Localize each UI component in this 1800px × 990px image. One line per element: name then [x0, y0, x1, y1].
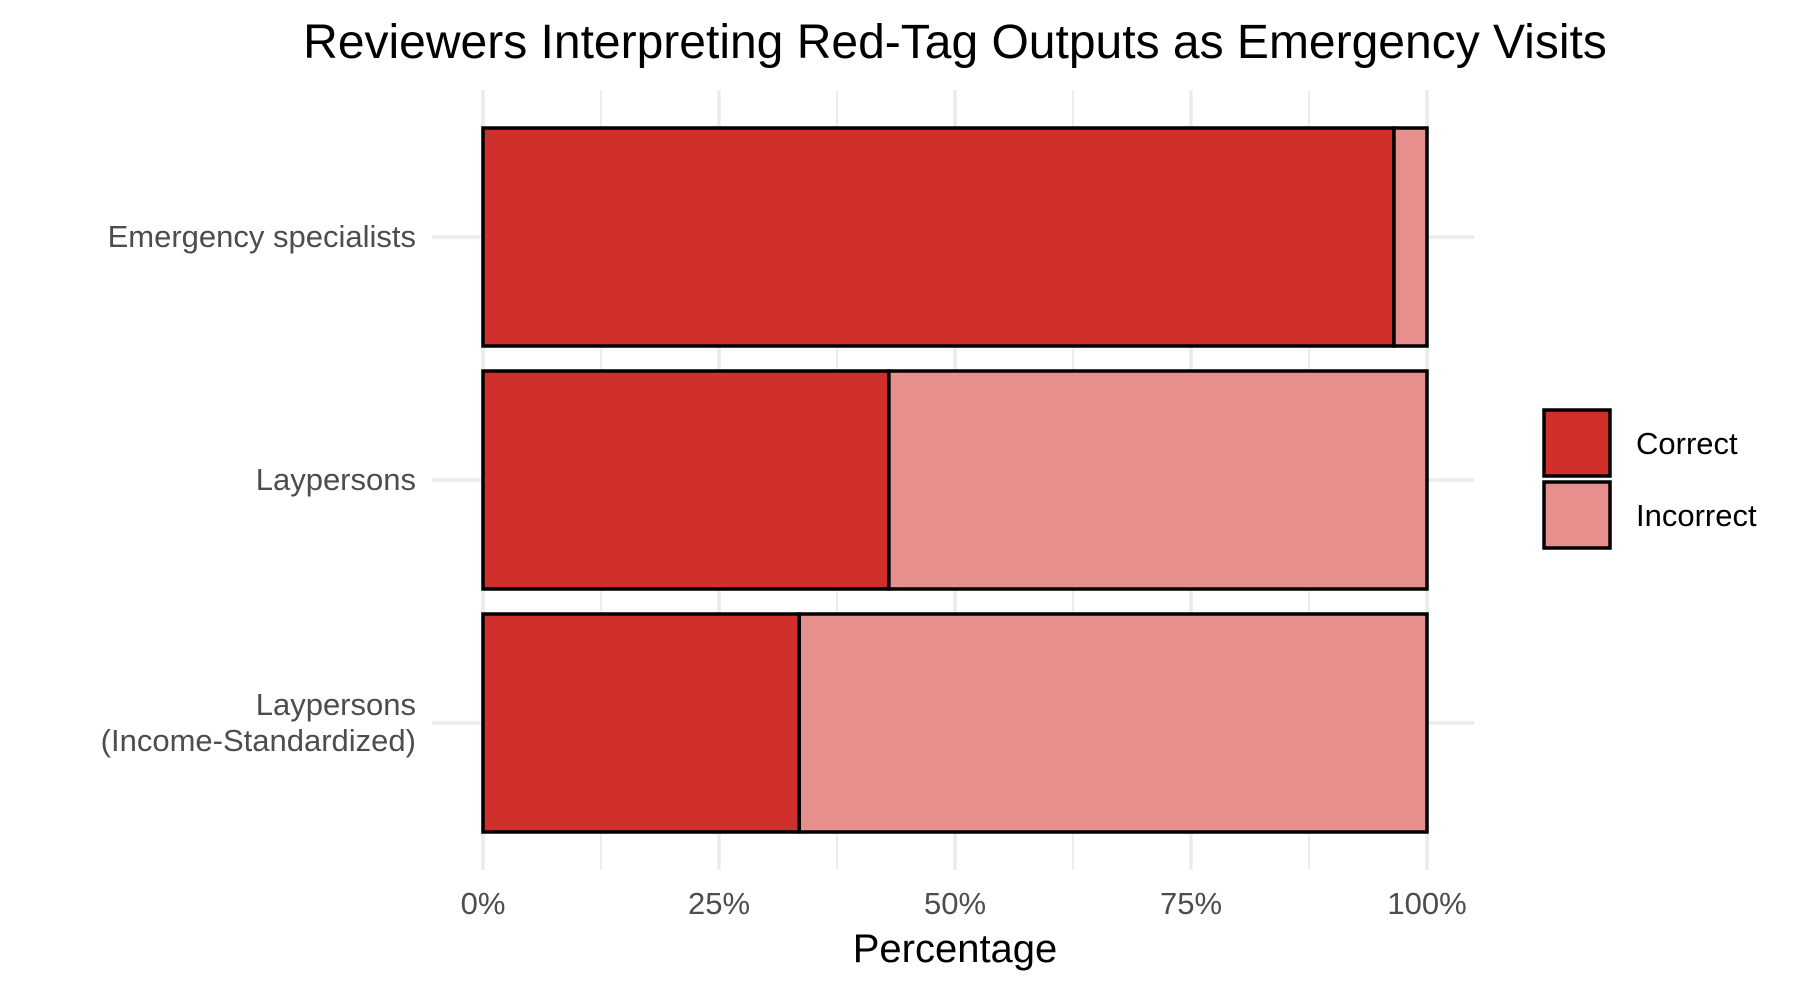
- bars: [481, 126, 1429, 834]
- category-label: Laypersons (Income-Standardized): [101, 687, 416, 758]
- bar-correct: [481, 612, 801, 834]
- legend-label: Incorrect: [1636, 498, 1757, 533]
- category-label: Emergency specialists: [108, 219, 416, 254]
- x-tick-label: 75%: [1160, 886, 1222, 921]
- x-axis-ticks: 0% 25% 50% 75% 100%: [461, 886, 1467, 921]
- legend-key: [1542, 408, 1612, 478]
- x-tick-label: 100%: [1387, 886, 1466, 921]
- category-label: Laypersons: [256, 462, 416, 497]
- category-label-line: Laypersons: [256, 462, 416, 497]
- bar-correct: [481, 126, 1396, 348]
- category-label-line: Emergency specialists: [108, 219, 416, 254]
- category-label-line: Laypersons: [256, 687, 416, 722]
- legend-label: Correct: [1636, 426, 1738, 461]
- bar-correct: [481, 369, 891, 591]
- bar-incorrect: [797, 612, 1429, 834]
- x-tick-label: 50%: [924, 886, 986, 921]
- bar-incorrect: [1392, 126, 1429, 348]
- category-labels: Emergency specialistsLaypersonsLayperson…: [101, 219, 416, 758]
- x-axis-title: Percentage: [853, 927, 1058, 971]
- x-tick-label: 25%: [688, 886, 750, 921]
- legend: Correct Incorrect: [1542, 408, 1757, 550]
- legend-key: [1542, 480, 1612, 550]
- x-tick-label: 0%: [461, 886, 506, 921]
- category-label-line: (Income-Standardized): [101, 723, 416, 758]
- chart-title: Reviewers Interpreting Red-Tag Outputs a…: [303, 16, 1607, 69]
- bar-incorrect: [887, 369, 1429, 591]
